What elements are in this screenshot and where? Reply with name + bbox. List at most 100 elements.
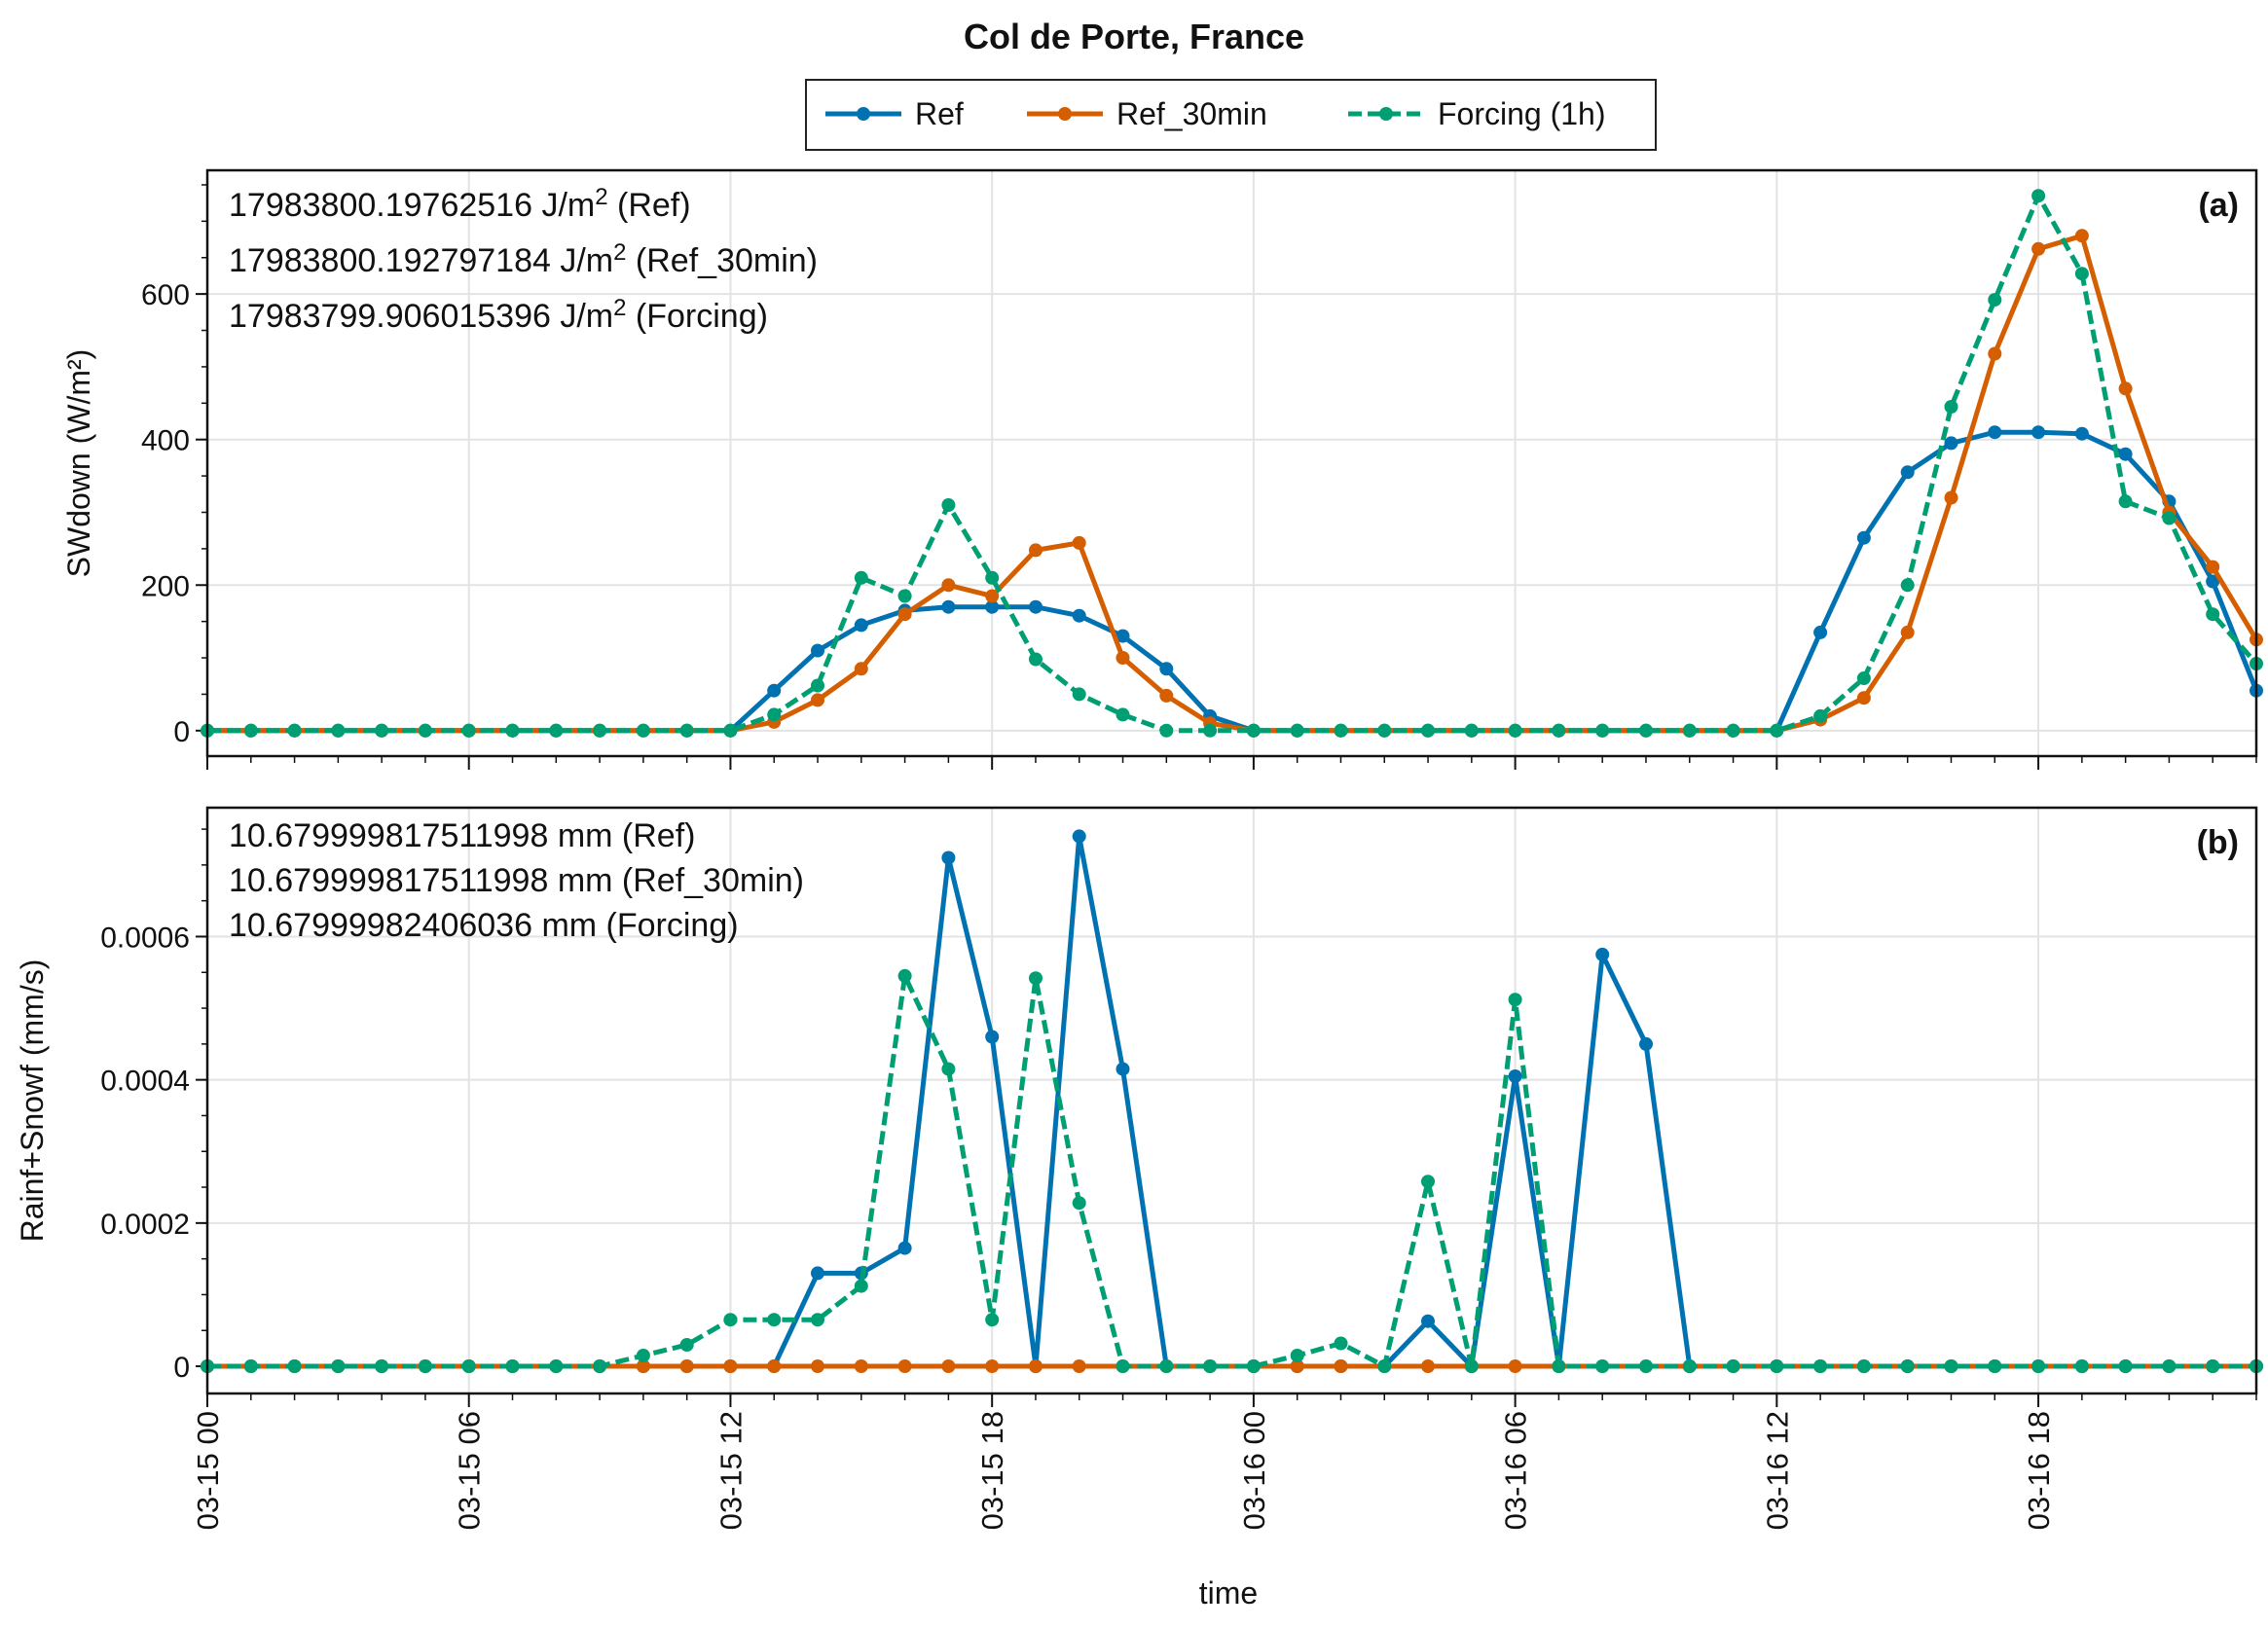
data-point	[985, 1359, 1000, 1373]
data-point	[1159, 662, 1174, 676]
data-point	[1770, 1359, 1784, 1373]
data-point	[593, 1359, 607, 1373]
data-point	[1988, 293, 2002, 308]
data-point	[1900, 625, 1915, 639]
data-point	[1639, 1359, 1653, 1373]
data-point	[854, 618, 868, 633]
data-point	[1334, 723, 1348, 738]
data-point	[2074, 1359, 2089, 1373]
data-point	[811, 643, 824, 658]
data-point	[1813, 625, 1828, 639]
data-point	[811, 1313, 824, 1327]
x-tick-label: 03-16 06	[1499, 1411, 1533, 1530]
data-point	[1944, 400, 1958, 414]
data-point	[1290, 1359, 1304, 1373]
annotation-suffix: (Ref_30min)	[626, 242, 818, 279]
x-axis: 03-15 00 03-15 06 03-15 12 03-15 18 03-16 00…	[191, 1411, 2056, 1530]
data-point	[767, 1359, 782, 1373]
data-point	[1072, 535, 1086, 550]
y-tick-label: 0.0006	[100, 922, 190, 954]
data-point	[1813, 1359, 1828, 1373]
data-point	[2162, 511, 2177, 525]
data-point	[1421, 1359, 1435, 1373]
data-point	[1159, 688, 1174, 703]
data-point	[375, 1359, 389, 1373]
axes-frame	[205, 806, 2258, 1395]
data-point	[2206, 607, 2220, 622]
data-point	[1072, 1359, 1086, 1373]
data-point	[2074, 267, 2089, 281]
data-point	[2031, 1359, 2046, 1373]
legend-swatch-marker	[1058, 107, 1072, 121]
data-point	[549, 1359, 564, 1373]
data-point	[1944, 1359, 1958, 1373]
data-point	[1421, 723, 1435, 738]
data-point	[1072, 1196, 1086, 1211]
data-point	[767, 683, 782, 698]
annotation-text: 10.679999817511998 mm (Ref)	[229, 817, 695, 854]
data-point	[1508, 1069, 1522, 1083]
y-tick-label: 0	[173, 1352, 190, 1384]
data-point	[1856, 1359, 1871, 1373]
data-point	[1464, 1359, 1479, 1373]
data-point	[636, 1349, 650, 1362]
x-tick-label: 03-15 06	[453, 1411, 487, 1530]
data-point	[1944, 490, 1958, 505]
data-point	[1072, 608, 1086, 623]
data-point	[2031, 425, 2046, 440]
data-point	[1116, 1359, 1130, 1373]
legend-swatch-marker	[1379, 107, 1393, 121]
panel-b: 0 0.0002 0.0004 0.0006 10.679999817511998 mm…	[15, 806, 2263, 1407]
data-point	[1639, 1036, 1653, 1051]
legend-label: Forcing (1h)	[1438, 96, 1606, 131]
data-point	[461, 1359, 476, 1373]
data-point	[1726, 1359, 1740, 1373]
data-point	[941, 578, 956, 593]
data-point	[1900, 578, 1915, 593]
data-point	[897, 1241, 912, 1255]
data-point	[1639, 723, 1653, 738]
data-point	[1595, 1359, 1610, 1373]
data-point	[1029, 971, 1043, 986]
y-tick-label: 600	[141, 279, 190, 311]
data-point	[1116, 651, 1130, 665]
data-point	[1508, 723, 1522, 738]
data-point	[2118, 381, 2133, 396]
y-tick-label: 0.0002	[100, 1209, 190, 1241]
data-point	[1203, 723, 1218, 738]
data-point	[941, 850, 956, 865]
data-point	[505, 1359, 520, 1373]
data-point	[1029, 1359, 1043, 1373]
data-point	[679, 723, 694, 738]
data-point	[897, 589, 912, 603]
data-point	[505, 723, 520, 738]
data-point	[1900, 465, 1915, 480]
x-tick-label: 03-15 12	[713, 1411, 748, 1530]
x-axis-label: time	[1199, 1575, 1258, 1610]
data-point	[2031, 189, 2046, 203]
annotation-suffix: (Forcing)	[626, 298, 767, 335]
data-point	[1682, 1359, 1697, 1373]
data-point	[1072, 687, 1086, 702]
data-point	[1377, 1359, 1392, 1373]
y-tick-label: 200	[141, 570, 190, 602]
data-point	[1464, 723, 1479, 738]
y-axis-label: Rainf+Snowf (mm/s)	[15, 959, 50, 1243]
data-point	[985, 1030, 1000, 1044]
data-point	[1203, 1359, 1218, 1373]
data-point	[941, 1359, 956, 1373]
data-point	[1856, 671, 1871, 685]
data-point	[985, 589, 1000, 603]
x-tick-label: 03-16 18	[2022, 1411, 2056, 1530]
data-point	[1029, 543, 1043, 558]
data-point	[854, 1359, 868, 1373]
data-point	[1290, 1349, 1304, 1362]
data-point	[1159, 723, 1174, 738]
x-tick-label: 03-15 18	[975, 1411, 1009, 1530]
data-point	[593, 723, 607, 738]
legend: Ref Ref_30min Forcing (1h)	[805, 79, 1657, 151]
data-point	[2118, 1359, 2133, 1373]
series-line-forcing-1h-	[207, 193, 2258, 734]
data-point	[1944, 436, 1958, 451]
series-line-forcing-1h-	[207, 973, 2256, 1369]
